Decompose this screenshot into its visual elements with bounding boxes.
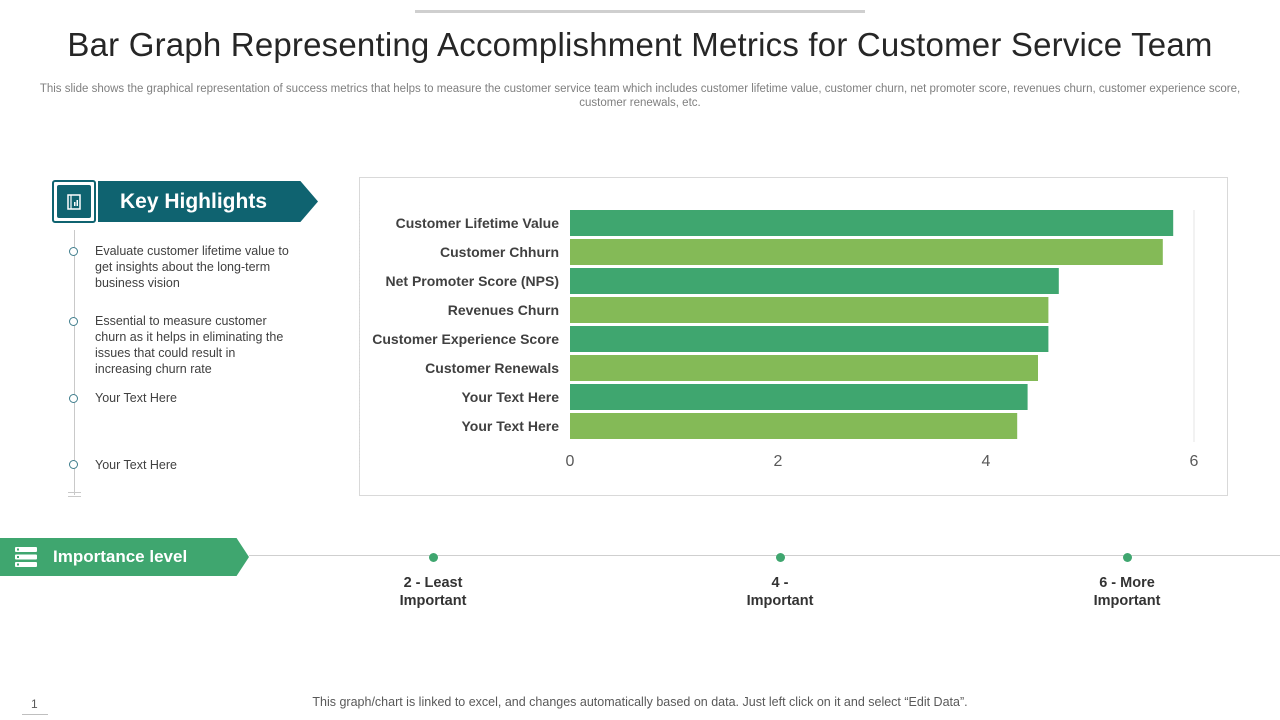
x-tick-label: 0 xyxy=(566,453,575,470)
highlight-item: Your Text Here xyxy=(95,391,177,405)
highlight-item: Evaluate customer lifetime value to get … xyxy=(95,244,289,290)
x-tick-label: 2 xyxy=(774,453,783,470)
importance-level-line2: Important xyxy=(399,593,467,609)
report-book-icon xyxy=(57,185,91,218)
x-tick-label: 6 xyxy=(1190,453,1199,470)
key-highlights-icon-box xyxy=(52,180,96,223)
importance-level-line1: 2 - Least xyxy=(403,575,463,591)
category-label: Net Promoter Score (NPS) xyxy=(386,273,559,289)
x-tick-label: 4 xyxy=(982,453,991,470)
highlight-item: Essential to measure customer churn as i… xyxy=(95,314,284,376)
key-highlights-header: Key Highlights xyxy=(98,181,318,222)
highlight-item: Your Text Here xyxy=(95,458,177,472)
timeline-end-tick xyxy=(68,492,81,493)
page-number: 1 xyxy=(31,697,38,711)
category-label: Your Text Here xyxy=(461,418,559,434)
importance-level-line2: Important xyxy=(746,593,814,609)
slide-subtitle: This slide shows the graphical represent… xyxy=(39,83,1241,109)
importance-dot xyxy=(429,553,438,562)
category-label: Customer Lifetime Value xyxy=(396,215,560,231)
top-rule xyxy=(415,10,865,13)
bar xyxy=(570,268,1059,294)
importance-line xyxy=(249,555,1280,556)
category-label: Customer Experience Score xyxy=(372,331,559,347)
importance-level-label: 4 - Important xyxy=(710,574,850,610)
timeline-end-tick xyxy=(68,496,81,497)
page-number-rule xyxy=(22,714,48,715)
bar xyxy=(570,210,1174,236)
category-label: Customer Chhurn xyxy=(440,244,559,260)
list-icon xyxy=(15,547,37,567)
importance-level-header: Importance level xyxy=(0,538,249,576)
highlights-timeline xyxy=(74,230,75,495)
slide-title: Bar Graph Representing Accomplishment Me… xyxy=(67,26,1213,63)
bar xyxy=(570,384,1028,410)
bullet-dot xyxy=(69,317,78,326)
chart-frame xyxy=(359,177,1228,496)
bullet-dot xyxy=(69,247,78,256)
importance-level-line1: 4 - xyxy=(771,575,789,591)
category-label: Your Text Here xyxy=(461,389,559,405)
bar xyxy=(570,297,1049,323)
bar xyxy=(570,239,1163,265)
bar xyxy=(570,355,1038,381)
bar-chart[interactable]: Customer Lifetime Value Customer Chhurn Ne… xyxy=(359,177,1228,496)
importance-level-line2: Important xyxy=(1093,593,1161,609)
footer-note: This graph/chart is linked to excel, and… xyxy=(312,695,968,709)
importance-level-line1: 6 - More xyxy=(1099,575,1155,591)
importance-dot xyxy=(1123,553,1132,562)
category-label: Revenues Churn xyxy=(448,302,559,318)
bar xyxy=(570,413,1018,439)
importance-level-label: 6 - More Important xyxy=(1057,574,1197,610)
bullet-dot xyxy=(69,394,78,403)
importance-dot xyxy=(776,553,785,562)
bullet-dot xyxy=(69,460,78,469)
importance-level-label: 2 - Least Important xyxy=(363,574,503,610)
bar xyxy=(570,326,1049,352)
category-label: Customer Renewals xyxy=(425,360,559,376)
